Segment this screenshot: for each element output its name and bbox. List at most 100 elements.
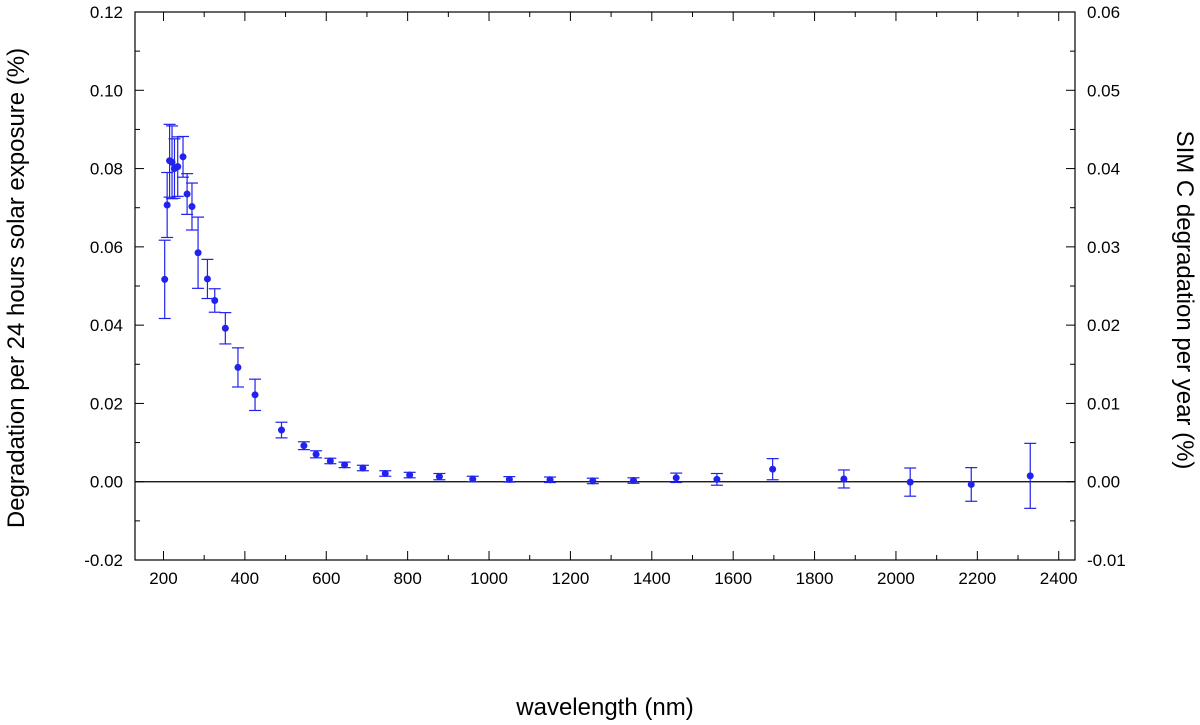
marker <box>161 275 169 283</box>
x-tick-label: 2000 <box>877 569 915 588</box>
data-point <box>627 477 640 485</box>
y-tick-label: 0.00 <box>90 473 123 492</box>
x-tick-label: 400 <box>231 569 259 588</box>
data-point <box>310 450 323 459</box>
marker <box>672 474 680 482</box>
data-point <box>670 472 683 484</box>
marker <box>967 480 975 488</box>
marker <box>277 426 285 434</box>
data-point <box>379 469 392 477</box>
data-point <box>503 475 516 483</box>
x-tick-label: 1400 <box>633 569 671 588</box>
marker <box>840 475 848 483</box>
marker <box>188 203 196 211</box>
y2-axis-title: SIM C degradation per year (%) <box>1171 131 1198 470</box>
data-point <box>231 347 244 388</box>
x-tick-label: 200 <box>149 569 177 588</box>
data-point <box>356 464 369 472</box>
marker <box>183 190 191 198</box>
y-tick-label: 0.10 <box>90 81 123 100</box>
axis-ticks <box>135 11 1075 561</box>
data-point <box>171 136 184 197</box>
marker <box>713 475 721 483</box>
y2-tick-label: 0.03 <box>1087 238 1120 257</box>
y-tick-labels: -0.02 0.00 0.02 0.04 0.06 0.08 0.10 0.12 <box>84 3 123 570</box>
data-point <box>338 461 351 469</box>
data-point <box>208 288 221 313</box>
data-point <box>466 475 479 483</box>
data-point <box>192 216 205 289</box>
marker <box>163 201 171 209</box>
y-tick-label: 0.06 <box>90 238 123 257</box>
y2-tick-label: -0.01 <box>1087 551 1126 570</box>
marker <box>326 457 334 465</box>
data-point <box>185 182 198 231</box>
data-point <box>177 135 190 178</box>
y2-tick-label: 0.00 <box>1087 473 1120 492</box>
y2-tick-label: 0.01 <box>1087 394 1120 413</box>
data-point <box>904 467 917 497</box>
data-point <box>1024 442 1037 509</box>
marker <box>341 461 349 469</box>
x-tick-label: 2200 <box>958 569 996 588</box>
x-axis-title: wavelength (nm) <box>515 694 693 721</box>
data-point <box>710 472 723 486</box>
x-tick-label: 600 <box>312 569 340 588</box>
data-point <box>158 239 171 320</box>
data-point <box>201 258 214 300</box>
marker <box>381 469 389 477</box>
marker <box>505 475 513 483</box>
marker <box>546 476 554 484</box>
y-tick-label: -0.02 <box>84 551 123 570</box>
x-tick-labels: 200 400 600 800 1000 1200 1400 1600 1800 2000 2200… <box>149 569 1077 588</box>
x-tick-label: 2400 <box>1040 569 1078 588</box>
data-point <box>275 421 288 439</box>
marker <box>194 249 202 257</box>
data-point <box>324 457 337 465</box>
marker <box>312 450 320 458</box>
y-tick-label: 0.12 <box>90 3 123 22</box>
y2-tick-label: 0.06 <box>1087 3 1120 22</box>
data-point <box>433 472 446 481</box>
marker <box>906 478 914 486</box>
marker <box>359 464 367 472</box>
marker <box>174 163 182 171</box>
data-point <box>403 471 416 479</box>
data-point <box>586 477 599 485</box>
marker <box>769 465 777 473</box>
y2-tick-label: 0.02 <box>1087 316 1120 335</box>
marker <box>589 477 597 485</box>
y2-tick-labels: -0.01 0.00 0.01 0.02 0.03 0.04 0.05 0.06 <box>1087 3 1126 570</box>
data-point <box>544 476 557 484</box>
marker <box>221 324 229 332</box>
y2-tick-label: 0.04 <box>1087 160 1120 179</box>
marker <box>300 442 308 450</box>
marker <box>251 391 259 399</box>
data-point <box>766 458 779 481</box>
data-point <box>837 469 850 489</box>
x-tick-label: 1200 <box>551 569 589 588</box>
y-tick-label: 0.08 <box>90 160 123 179</box>
data-point <box>161 171 174 239</box>
marker <box>179 153 187 161</box>
marker <box>469 475 477 483</box>
y-tick-label: 0.04 <box>90 316 123 335</box>
y-axis-title: Degradation per 24 hours solar exposure … <box>3 48 30 528</box>
marker <box>406 471 414 479</box>
x-tick-label: 1600 <box>714 569 752 588</box>
plot-frame <box>134 11 1076 561</box>
x-tick-label: 800 <box>393 569 421 588</box>
x-tick-label: 1000 <box>470 569 508 588</box>
marker <box>629 477 637 485</box>
data-points <box>158 123 1037 509</box>
marker <box>203 275 211 283</box>
marker <box>211 296 219 304</box>
y2-tick-label: 0.05 <box>1087 81 1120 100</box>
data-point <box>181 173 194 215</box>
marker <box>435 473 443 481</box>
data-point <box>219 312 232 345</box>
marker <box>234 363 242 371</box>
marker <box>1026 472 1034 480</box>
x-tick-label: 1800 <box>796 569 834 588</box>
